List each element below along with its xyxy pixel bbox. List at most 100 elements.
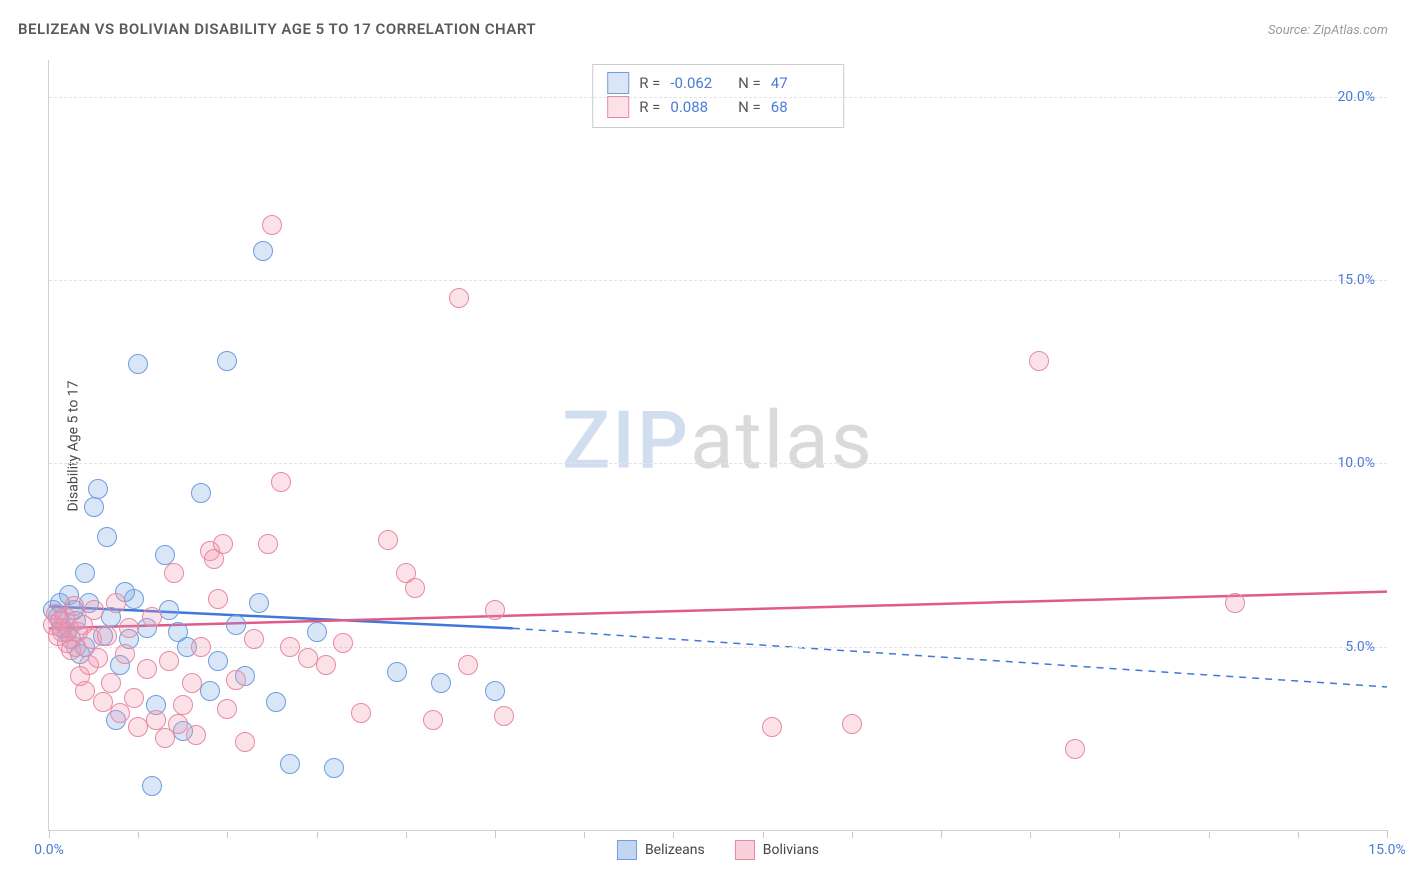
data-point bbox=[494, 706, 514, 726]
data-point bbox=[316, 655, 336, 675]
trend-lines bbox=[49, 60, 1387, 830]
data-point bbox=[84, 600, 104, 620]
x-tick-minor bbox=[1119, 832, 1120, 838]
watermark: ZIPatlas bbox=[562, 393, 874, 487]
data-point bbox=[75, 563, 95, 583]
data-point bbox=[405, 578, 425, 598]
stat-n-label: N = bbox=[734, 95, 760, 119]
legend-swatch bbox=[617, 840, 637, 860]
data-point bbox=[75, 681, 95, 701]
y-tick-label: 20.0% bbox=[1337, 89, 1375, 105]
y-tick-label: 5.0% bbox=[1345, 639, 1375, 655]
data-point bbox=[124, 589, 144, 609]
watermark-zip: ZIP bbox=[562, 393, 690, 487]
x-tick-minor bbox=[227, 832, 228, 838]
stat-n-value: 47 bbox=[771, 71, 825, 95]
data-point bbox=[119, 618, 139, 638]
data-point bbox=[168, 714, 188, 734]
data-point bbox=[97, 527, 117, 547]
data-point bbox=[485, 600, 505, 620]
data-point bbox=[182, 673, 202, 693]
legend-label: Belizeans bbox=[645, 842, 705, 858]
x-tick-minor bbox=[584, 832, 585, 838]
x-tick-minor bbox=[1030, 832, 1031, 838]
legend-swatch bbox=[735, 840, 755, 860]
data-point bbox=[155, 545, 175, 565]
data-point bbox=[842, 714, 862, 734]
title-bar: BELIZEAN VS BOLIVIAN DISABILITY AGE 5 TO… bbox=[18, 20, 1388, 38]
gridline bbox=[49, 97, 1387, 98]
x-tick bbox=[1387, 830, 1388, 838]
x-tick-minor bbox=[317, 832, 318, 838]
data-point bbox=[142, 607, 162, 627]
x-tick bbox=[495, 830, 496, 838]
x-tick-minor bbox=[673, 832, 674, 838]
data-point bbox=[280, 754, 300, 774]
source-label: Source: ZipAtlas.com bbox=[1268, 23, 1388, 38]
watermark-atlas: atlas bbox=[690, 393, 874, 487]
data-point bbox=[271, 472, 291, 492]
data-point bbox=[191, 483, 211, 503]
data-point bbox=[142, 776, 162, 796]
data-point bbox=[449, 288, 469, 308]
data-point bbox=[249, 593, 269, 613]
gridline bbox=[49, 280, 1387, 281]
bottom-legend: Belizeans Bolivians bbox=[617, 840, 819, 860]
stat-r-label: R = bbox=[639, 95, 660, 119]
data-point bbox=[217, 351, 237, 371]
data-point bbox=[244, 629, 264, 649]
legend-swatch bbox=[607, 72, 629, 94]
data-point bbox=[159, 600, 179, 620]
y-tick-label: 10.0% bbox=[1337, 455, 1375, 471]
stats-row: R =-0.062 N =47 bbox=[607, 71, 825, 95]
data-point bbox=[333, 633, 353, 653]
data-point bbox=[387, 662, 407, 682]
data-point bbox=[235, 732, 255, 752]
data-point bbox=[173, 695, 193, 715]
data-point bbox=[124, 688, 144, 708]
y-tick-label: 15.0% bbox=[1337, 272, 1375, 288]
data-point bbox=[226, 615, 246, 635]
chart-title: BELIZEAN VS BOLIVIAN DISABILITY AGE 5 TO… bbox=[18, 20, 536, 38]
data-point bbox=[423, 710, 443, 730]
data-point bbox=[1029, 351, 1049, 371]
data-point bbox=[164, 563, 184, 583]
data-point bbox=[351, 703, 371, 723]
data-point bbox=[101, 673, 121, 693]
x-tick-minor bbox=[138, 832, 139, 838]
data-point bbox=[88, 479, 108, 499]
data-point bbox=[458, 655, 478, 675]
x-tick-minor bbox=[1298, 832, 1299, 838]
x-tick-minor bbox=[406, 832, 407, 838]
data-point bbox=[258, 534, 278, 554]
data-point bbox=[84, 497, 104, 517]
stat-n-value: 68 bbox=[771, 95, 825, 119]
data-point bbox=[378, 530, 398, 550]
data-point bbox=[213, 534, 233, 554]
legend-swatch bbox=[607, 96, 629, 118]
data-point bbox=[324, 758, 344, 778]
data-point bbox=[97, 626, 117, 646]
data-point bbox=[191, 637, 211, 657]
x-tick bbox=[941, 830, 942, 838]
stats-row: R =0.088 N =68 bbox=[607, 95, 825, 119]
data-point bbox=[200, 681, 220, 701]
data-point bbox=[64, 596, 84, 616]
x-tick bbox=[49, 830, 50, 838]
data-point bbox=[88, 648, 108, 668]
x-tick-minor bbox=[763, 832, 764, 838]
data-point bbox=[137, 659, 157, 679]
stat-r-label: R = bbox=[639, 71, 660, 95]
data-point bbox=[115, 644, 135, 664]
data-point bbox=[93, 692, 113, 712]
gridline bbox=[49, 463, 1387, 464]
data-point bbox=[106, 593, 126, 613]
data-point bbox=[208, 651, 228, 671]
data-point bbox=[1225, 593, 1245, 613]
legend-label: Bolivians bbox=[763, 842, 819, 858]
data-point bbox=[431, 673, 451, 693]
data-point bbox=[762, 717, 782, 737]
x-tick-label: 15.0% bbox=[1368, 842, 1406, 858]
stat-n-label: N = bbox=[734, 71, 760, 95]
data-point bbox=[217, 699, 237, 719]
